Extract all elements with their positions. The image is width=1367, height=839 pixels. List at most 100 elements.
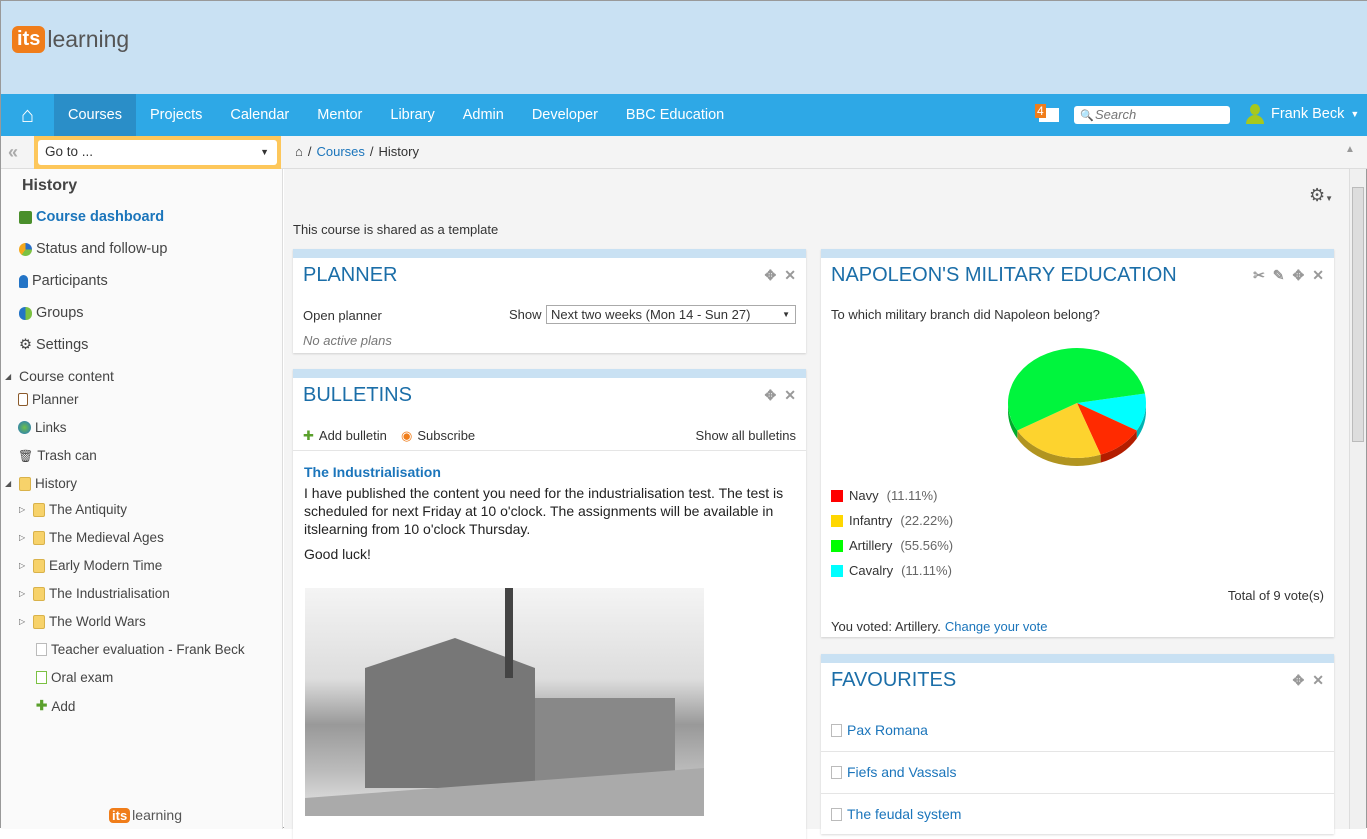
folder-icon	[33, 530, 45, 545]
add-bulletin-button[interactable]: ✚ Add bulletin	[303, 428, 387, 443]
nav-developer[interactable]: Developer	[531, 107, 598, 123]
divider	[821, 751, 1334, 752]
vote-total: Total of 9 vote(s)	[1227, 588, 1324, 603]
planner-title: PLANNER	[303, 264, 398, 286]
caret-down-icon: ▼	[1350, 109, 1360, 119]
banner	[1, 1, 1367, 94]
favourite-item[interactable]: Fiefs and Vassals	[831, 764, 956, 780]
sidebar-logo: its learning	[109, 807, 182, 823]
home-icon[interactable]: ⌂	[20, 102, 35, 127]
vertical-scrollbar[interactable]	[1349, 169, 1366, 829]
poll-title: NAPOLEON'S MILITARY EDUCATION	[831, 264, 1177, 286]
folder-item[interactable]: ▷ The Medieval Ages	[19, 530, 164, 545]
divider	[821, 793, 1334, 794]
legend-swatch	[831, 489, 843, 502]
breadcrumb-courses[interactable]: Courses	[316, 144, 365, 159]
nav-courses[interactable]: Courses	[54, 94, 136, 136]
person-icon	[19, 274, 28, 288]
favourites-card: FAVOURITES ✥ ✕ Pax Romana Fiefs and Vassa…	[821, 654, 1334, 834]
messages-button[interactable]: 4	[1035, 104, 1059, 122]
folder-item[interactable]: ▷ The Antiquity	[19, 502, 128, 517]
collapse-sidebar-icon[interactable]: «	[8, 142, 19, 162]
favourite-item[interactable]: Pax Romana	[831, 722, 928, 738]
content-item-planner[interactable]: Planner	[18, 392, 79, 407]
nav-library[interactable]: Library	[390, 107, 435, 123]
nav-admin[interactable]: Admin	[462, 107, 504, 123]
add-item-button[interactable]: ✚ Add	[36, 698, 76, 714]
change-vote-link[interactable]: Change your vote	[944, 619, 1048, 634]
pie-slice-navy	[1077, 403, 1137, 455]
scroll-top-icon[interactable]: ▲	[1345, 144, 1355, 155]
course-content-header[interactable]: ◢ Course content	[5, 368, 114, 384]
scrollbar-thumb[interactable]	[1352, 187, 1364, 442]
logo-learning: learning	[47, 26, 130, 52]
bulletins-title: BULLETINS	[303, 384, 412, 406]
itslearning-logo[interactable]: its learning	[12, 26, 129, 53]
sidebar-item-status[interactable]: Status and follow-up	[19, 241, 167, 257]
file-item[interactable]: Oral exam	[36, 670, 113, 685]
close-icon[interactable]: ✕	[1312, 672, 1324, 688]
folder-item[interactable]: ▷ The World Wars	[19, 614, 146, 629]
open-planner-link[interactable]: Open planner	[303, 308, 382, 323]
move-icon[interactable]: ✥	[764, 387, 777, 403]
home-icon[interactable]: ⌂	[295, 144, 303, 159]
nav-calendar[interactable]: Calendar	[230, 107, 290, 123]
gear-icon: ⚙	[19, 337, 32, 353]
folder-item[interactable]: ▷ Early Modern Time	[19, 558, 163, 573]
pie-side-infantry	[1017, 430, 1101, 466]
close-icon[interactable]: ✕	[784, 387, 796, 403]
pie-slice-artillery	[1008, 348, 1145, 431]
cut-icon[interactable]: ✂	[1253, 267, 1265, 283]
plus-icon: ✚	[36, 698, 48, 713]
pie-side-artillery	[1008, 403, 1018, 439]
settings-gear-menu[interactable]: ⚙▼	[1309, 185, 1334, 205]
expanded-triangle-icon: ◢	[5, 371, 12, 381]
edit-icon[interactable]: ✎	[1272, 267, 1285, 283]
factory-drawing	[305, 588, 704, 816]
sidebar-title: History	[22, 177, 78, 194]
pie-side-navy	[1100, 430, 1137, 463]
folder-item[interactable]: ▷ The Industrialisation	[19, 586, 170, 601]
nav-mentor[interactable]: Mentor	[317, 107, 363, 123]
file-item[interactable]: Teacher evaluation - Frank Beck	[36, 642, 245, 657]
legend-swatch	[831, 514, 843, 527]
bulletin-title-link[interactable]: The Industrialisation	[304, 464, 441, 480]
legend-artillery: Artillery (55.56%)	[831, 538, 953, 553]
shared-note: This course is shared as a template	[293, 222, 499, 237]
content-item-links[interactable]: Links	[18, 420, 67, 435]
breadcrumb-history: History	[378, 144, 419, 159]
subscribe-button[interactable]: ◉ Subscribe	[401, 428, 476, 443]
content-item-trash[interactable]: 🗑 Trash can	[18, 448, 97, 463]
folder-history[interactable]: ◢ History	[5, 476, 78, 491]
no-plans-text: No active plans	[303, 333, 392, 348]
close-icon[interactable]: ✕	[784, 267, 796, 283]
poll-card: NAPOLEON'S MILITARY EDUCATION ✂ ✎ ✥ ✕ To wh…	[821, 249, 1334, 637]
plus-icon: ✚	[303, 428, 314, 443]
rss-icon: ◉	[401, 428, 413, 443]
group-icon	[19, 306, 32, 320]
nav-projects[interactable]: Projects	[150, 107, 203, 123]
goto-select[interactable]: Go to ...	[38, 140, 277, 165]
planner-range-select[interactable]: Next two weeks (Mon 14 - Sun 27)	[546, 305, 796, 324]
message-count-badge: 4	[1035, 104, 1046, 118]
close-icon[interactable]: ✕	[1312, 267, 1324, 283]
sidebar-item-groups[interactable]: Groups	[19, 305, 84, 321]
pie-side-cavalry	[1136, 403, 1146, 439]
sidebar-item-course-dashboard[interactable]: Course dashboard	[19, 209, 164, 225]
move-icon[interactable]: ✥	[764, 267, 777, 283]
sidebar-item-participants[interactable]: Participants	[19, 273, 108, 289]
poll-question: To which military branch did Napoleon be…	[831, 307, 1100, 322]
move-icon[interactable]: ✥	[1292, 672, 1305, 688]
sidebar-item-settings[interactable]: ⚙ Settings	[19, 337, 89, 353]
logo-its: its	[12, 26, 46, 53]
search-input[interactable]	[1074, 106, 1230, 124]
expanded-triangle-icon: ◢	[5, 479, 12, 488]
user-menu[interactable]: Frank Beck ▼	[1245, 104, 1359, 124]
folder-icon	[33, 502, 45, 517]
goto-wrapper: Go to ...	[34, 136, 281, 169]
favourite-item[interactable]: The feudal system	[831, 806, 961, 822]
show-all-bulletins-link[interactable]: Show all bulletins	[695, 428, 796, 443]
planner-icon	[18, 393, 28, 406]
move-icon[interactable]: ✥	[1292, 267, 1305, 283]
nav-bbc-education[interactable]: BBC Education	[625, 107, 725, 123]
